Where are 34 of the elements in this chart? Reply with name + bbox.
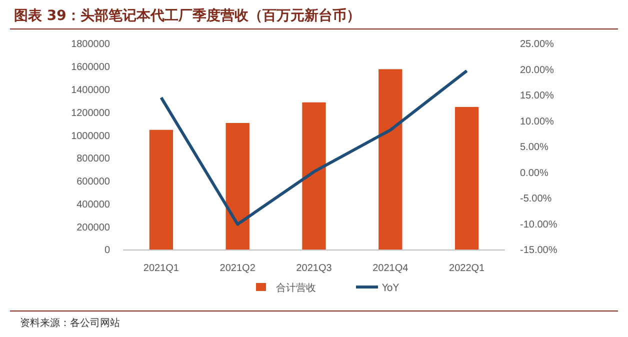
text: 资料来源：各公司网站 xyxy=(20,317,120,329)
y-tick-label: 600000 xyxy=(76,176,110,188)
y-tick-label: 200000 xyxy=(76,222,110,234)
y2-tick-label: 15.00% xyxy=(520,90,554,102)
y2-tick-label: -10.00% xyxy=(520,219,558,230)
y2-tick-label: -15.00% xyxy=(520,245,558,256)
y2-tick-label: 20.00% xyxy=(520,64,554,76)
x-tick-label: 2021Q4 xyxy=(372,263,409,274)
x-tick-label: 2022Q1 xyxy=(449,263,486,274)
line-series xyxy=(160,69,468,226)
y2-tick-label: -5.00% xyxy=(520,194,552,205)
y-tick-label: 1400000 xyxy=(71,84,110,96)
y-tick-label: 800000 xyxy=(76,154,110,165)
legend-label: 合计营收 xyxy=(276,282,316,294)
bar xyxy=(149,130,174,250)
y-tick-label: 400000 xyxy=(76,199,110,210)
x-tick-label: 2021Q1 xyxy=(143,263,180,274)
x-tick-label: 2021Q3 xyxy=(296,263,332,274)
bar xyxy=(378,69,402,250)
y2-tick-label: 25.00% xyxy=(520,39,554,50)
y-tick-label: 0 xyxy=(104,245,110,256)
y2-tick-label: 5.00% xyxy=(520,142,548,154)
y-tick-label: 1600000 xyxy=(71,62,110,74)
y-tick-label: 1800000 xyxy=(71,39,110,50)
y2-tick-label: 0.00% xyxy=(520,168,548,179)
y2-tick-label: 10.00% xyxy=(520,116,554,128)
chart-title: 图表 39：头部笔记本代工厂季度营收（百万元新台币） xyxy=(14,7,360,24)
bar xyxy=(226,122,250,250)
legend-label: YoY xyxy=(381,283,400,294)
x-tick-label: 2021Q2 xyxy=(220,263,256,274)
y-tick-label: 1200000 xyxy=(71,108,110,119)
bar xyxy=(454,106,479,250)
y-tick-label: 1000000 xyxy=(71,130,110,142)
bar xyxy=(302,102,326,250)
